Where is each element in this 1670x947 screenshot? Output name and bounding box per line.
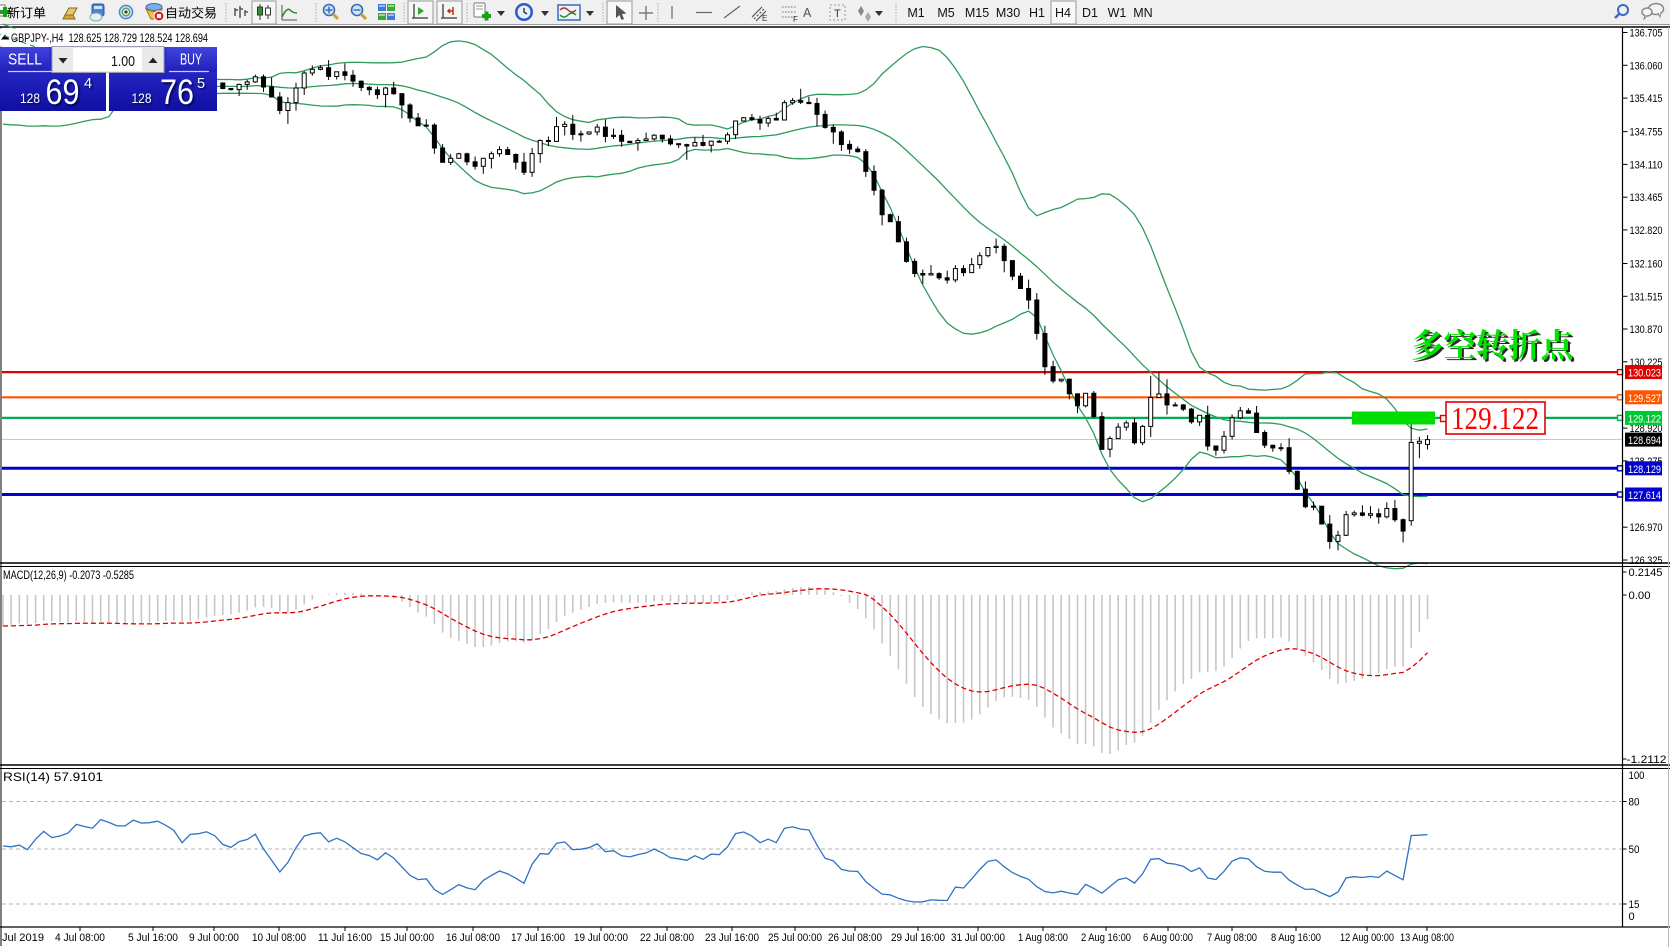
svg-text:128: 128 — [132, 91, 152, 106]
svg-text:128.694: 128.694 — [1628, 435, 1661, 447]
svg-text:H4: H4 — [1055, 6, 1071, 20]
svg-text:8 Aug 16:00: 8 Aug 16:00 — [1271, 932, 1321, 944]
svg-text:76: 76 — [160, 72, 194, 112]
svg-text:132.820: 132.820 — [1630, 225, 1663, 237]
svg-text:100: 100 — [1629, 770, 1645, 782]
svg-text:134.755: 134.755 — [1630, 127, 1663, 139]
svg-text:31 Jul 00:00: 31 Jul 00:00 — [951, 932, 1005, 944]
svg-text:12 Aug 00:00: 12 Aug 00:00 — [1340, 932, 1394, 944]
svg-text:Jul 2019: Jul 2019 — [2, 932, 44, 944]
svg-text:129.122: 129.122 — [1451, 400, 1539, 436]
svg-text:5: 5 — [197, 76, 205, 92]
svg-text:H1: H1 — [1029, 6, 1045, 20]
svg-text:T: T — [834, 8, 841, 20]
svg-text:MN: MN — [1133, 6, 1152, 20]
svg-text:SELL: SELL — [8, 52, 42, 69]
svg-text:50: 50 — [1629, 844, 1640, 856]
svg-text:126.970: 126.970 — [1630, 522, 1663, 534]
svg-text:136.060: 136.060 — [1630, 60, 1663, 72]
svg-text:D1: D1 — [1082, 6, 1098, 20]
svg-text:22 Jul 08:00: 22 Jul 08:00 — [640, 932, 694, 944]
svg-text:80: 80 — [1629, 797, 1640, 809]
svg-text:29 Jul 16:00: 29 Jul 16:00 — [891, 932, 945, 944]
svg-text:129.122: 129.122 — [1628, 413, 1661, 425]
svg-text:M5: M5 — [937, 6, 954, 20]
svg-text:136.705: 136.705 — [1630, 28, 1663, 40]
svg-text:126.325: 126.325 — [1630, 555, 1663, 567]
svg-text:15: 15 — [1629, 899, 1640, 911]
svg-text:F: F — [793, 15, 798, 24]
svg-text:E: E — [762, 14, 767, 23]
svg-text:4: 4 — [84, 76, 92, 92]
svg-text:A: A — [803, 6, 812, 20]
svg-text:131.515: 131.515 — [1630, 291, 1663, 303]
svg-text:15 Jul 00:00: 15 Jul 00:00 — [380, 932, 434, 944]
svg-text:M30: M30 — [996, 6, 1020, 20]
svg-text:0.00: 0.00 — [1629, 590, 1651, 602]
svg-text:RSI(14) 57.9101: RSI(14) 57.9101 — [3, 770, 103, 784]
svg-text:25 Jul 00:00: 25 Jul 00:00 — [768, 932, 822, 944]
svg-text:17 Jul 16:00: 17 Jul 16:00 — [511, 932, 565, 944]
svg-text:MACD(12,26,9) -0.2073 -0.5285: MACD(12,26,9) -0.2073 -0.5285 — [3, 568, 134, 582]
svg-text:6 Aug 00:00: 6 Aug 00:00 — [1143, 932, 1193, 944]
svg-text:132.160: 132.160 — [1630, 259, 1663, 271]
svg-text:5 Jul 16:00: 5 Jul 16:00 — [128, 932, 178, 944]
svg-text:1.00: 1.00 — [111, 53, 135, 70]
svg-text:127.614: 127.614 — [1628, 490, 1661, 502]
svg-text:130.870: 130.870 — [1630, 324, 1663, 336]
svg-text:9 Jul 00:00: 9 Jul 00:00 — [189, 932, 239, 944]
svg-text:26 Jul 08:00: 26 Jul 08:00 — [828, 932, 882, 944]
svg-text:M1: M1 — [907, 6, 924, 20]
svg-text:BUY: BUY — [180, 52, 202, 69]
svg-text:135.415: 135.415 — [1630, 93, 1663, 105]
svg-text:128: 128 — [20, 91, 40, 106]
svg-text:130.023: 130.023 — [1628, 368, 1661, 380]
svg-text:10 Jul 08:00: 10 Jul 08:00 — [252, 932, 306, 944]
svg-text:16 Jul 08:00: 16 Jul 08:00 — [446, 932, 500, 944]
svg-text:GBPJPY-,H4 128.625 128.729 12: GBPJPY-,H4 128.625 128.729 128.524 128.6… — [11, 31, 208, 45]
svg-text:13 Aug 08:00: 13 Aug 08:00 — [1400, 932, 1454, 944]
svg-text:-1.2112: -1.2112 — [1627, 754, 1667, 766]
svg-text:69: 69 — [46, 72, 80, 112]
svg-text:1 Aug 08:00: 1 Aug 08:00 — [1018, 932, 1068, 944]
svg-text:133.465: 133.465 — [1630, 192, 1663, 204]
svg-text:129.527: 129.527 — [1628, 393, 1661, 405]
svg-text:134.110: 134.110 — [1630, 159, 1663, 171]
svg-text:M15: M15 — [965, 6, 989, 20]
svg-text:19 Jul 00:00: 19 Jul 00:00 — [574, 932, 628, 944]
svg-text:128.920: 128.920 — [1630, 423, 1663, 435]
svg-text:2 Aug 16:00: 2 Aug 16:00 — [1081, 932, 1131, 944]
svg-text:11 Jul 16:00: 11 Jul 16:00 — [318, 932, 372, 944]
svg-text:W1: W1 — [1108, 6, 1127, 20]
svg-text:4 Jul 08:00: 4 Jul 08:00 — [55, 932, 105, 944]
svg-text:0: 0 — [1629, 911, 1635, 923]
svg-text:0.2145: 0.2145 — [1629, 567, 1663, 579]
svg-text:128.129: 128.129 — [1628, 464, 1661, 476]
svg-text:23 Jul 16:00: 23 Jul 16:00 — [705, 932, 759, 944]
svg-text:7 Aug 08:00: 7 Aug 08:00 — [1207, 932, 1257, 944]
